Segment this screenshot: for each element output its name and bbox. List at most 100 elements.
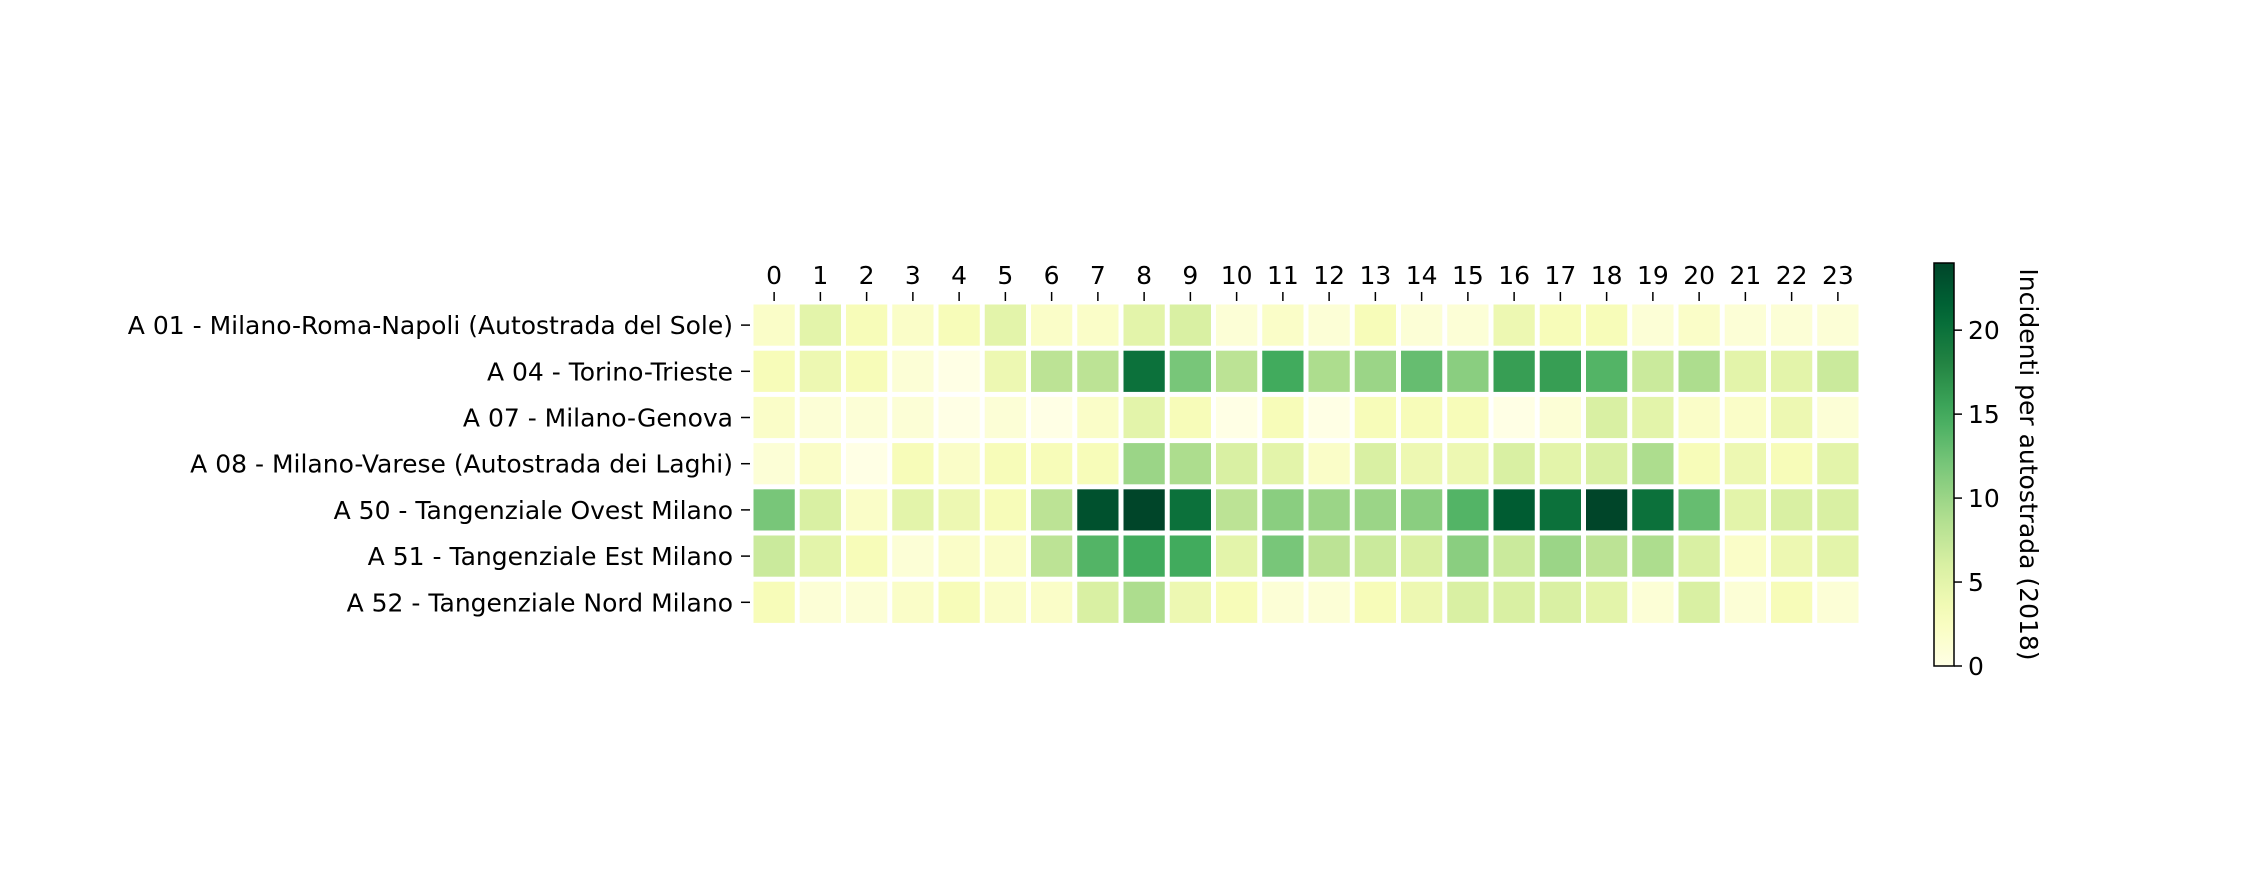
heatmap-cell [1771,350,1813,392]
heatmap-cell [799,489,841,531]
heatmap-cell [984,489,1026,531]
heatmap-cell [1169,350,1211,392]
heatmap-cell [1401,581,1443,623]
heatmap-cell [1586,535,1628,577]
heatmap-cell [1354,581,1396,623]
heatmap-cell [1077,350,1119,392]
heatmap-cell [938,581,980,623]
heatmap-cell [1031,443,1073,485]
heatmap-cell [1539,396,1581,439]
heatmap-cell [1169,443,1211,485]
heatmap-cell [1493,443,1535,485]
heatmap-cell [892,535,934,577]
heatmap-cell [938,489,980,531]
column-tick-label: 19 [1637,261,1669,290]
heatmap-cell [1031,535,1073,577]
heatmap-cell [1262,535,1304,577]
heatmap-cell [1539,535,1581,577]
heatmap-cell [938,304,980,346]
heatmap-cell [1632,581,1674,623]
heatmap-cell [1077,443,1119,485]
heatmap-cell [799,535,841,577]
column-tick-label: 17 [1544,261,1576,290]
heatmap-cell [1262,489,1304,531]
heatmap-cell [1216,304,1258,346]
row-tick-labels: A 01 - Milano-Roma-Napoli (Autostrada de… [128,311,750,617]
heatmap-cell [1493,396,1535,439]
heatmap-cell [938,535,980,577]
colorbar-tick-label: 5 [1968,568,1984,597]
heatmap-cell [892,443,934,485]
heatmap-cell [1586,581,1628,623]
heatmap-cell [1447,581,1489,623]
colorbar-tick-label: 10 [1968,484,2000,513]
heatmap-cell [1401,443,1443,485]
heatmap-cell [1771,489,1813,531]
heatmap-cell [1354,489,1396,531]
heatmap-cell [984,396,1026,439]
heatmap-cell [1308,443,1350,485]
heatmap-cell [753,489,795,531]
heatmap-cell [938,396,980,439]
heatmap-cell [1771,443,1813,485]
column-tick-label: 1 [812,261,828,290]
heatmap-cell [799,581,841,623]
colorbar-label: Incidenti per autostrada (2018) [2014,268,2043,660]
colorbar-tick-label: 20 [1968,316,2000,345]
column-tick-label: 14 [1406,261,1438,290]
heatmap-cell [1354,396,1396,439]
heatmap-cell [1308,350,1350,392]
heatmap-cell [846,396,888,439]
heatmap-cell [1771,396,1813,439]
column-tick-label: 7 [1090,261,1106,290]
row-tick-label: A 07 - Milano-Genova [463,404,733,433]
heatmap-cell [1817,443,1859,485]
heatmap-cell [753,443,795,485]
heatmap-cell [1401,489,1443,531]
heatmap-cell [1354,535,1396,577]
heatmap-cell [1123,581,1165,623]
heatmap-cell [1724,304,1766,346]
heatmap-cell [1678,443,1720,485]
column-tick-label: 15 [1452,261,1484,290]
heatmap-cell [1817,304,1859,346]
heatmap-cell [1493,535,1535,577]
heatmap-cell [1447,443,1489,485]
heatmap-cell [1401,396,1443,439]
row-tick-label: A 04 - Torino-Trieste [487,357,733,386]
heatmap-cell [753,535,795,577]
heatmap-cell [1817,581,1859,623]
heatmap-cell [1262,396,1304,439]
heatmap-cell [753,581,795,623]
heatmap-cell [1678,581,1720,623]
heatmap-cell [1724,350,1766,392]
heatmap-cell [892,350,934,392]
heatmap-cell [984,581,1026,623]
heatmap-cell [1817,535,1859,577]
row-tick-label: A 52 - Tangenziale Nord Milano [347,588,733,617]
colorbar-tick-label: 0 [1968,652,1984,681]
heatmap-cell [1262,350,1304,392]
heatmap-cell [1262,304,1304,346]
heatmap-cell [1678,489,1720,531]
row-tick-label: A 50 - Tangenziale Ovest Milano [334,496,733,525]
heatmap-cell [1169,489,1211,531]
heatmap-cell [1216,581,1258,623]
heatmap-cell [1216,489,1258,531]
heatmap-cell [1077,304,1119,346]
heatmap-cell [984,443,1026,485]
column-tick-label: 20 [1683,261,1715,290]
heatmap-cell [1447,489,1489,531]
heatmap-cell [1031,581,1073,623]
column-tick-label: 2 [859,261,875,290]
heatmap-cell [1354,304,1396,346]
heatmap-cell [1077,489,1119,531]
heatmap-cell [892,396,934,439]
heatmap-cell [846,489,888,531]
colorbar: 0 5 10 15 20 Incidenti per autostrada (2018) [1933,262,2043,681]
heatmap-cell [1216,350,1258,392]
heatmap-cell [984,350,1026,392]
heatmap-cell [1123,443,1165,485]
heatmap-cell [892,304,934,346]
